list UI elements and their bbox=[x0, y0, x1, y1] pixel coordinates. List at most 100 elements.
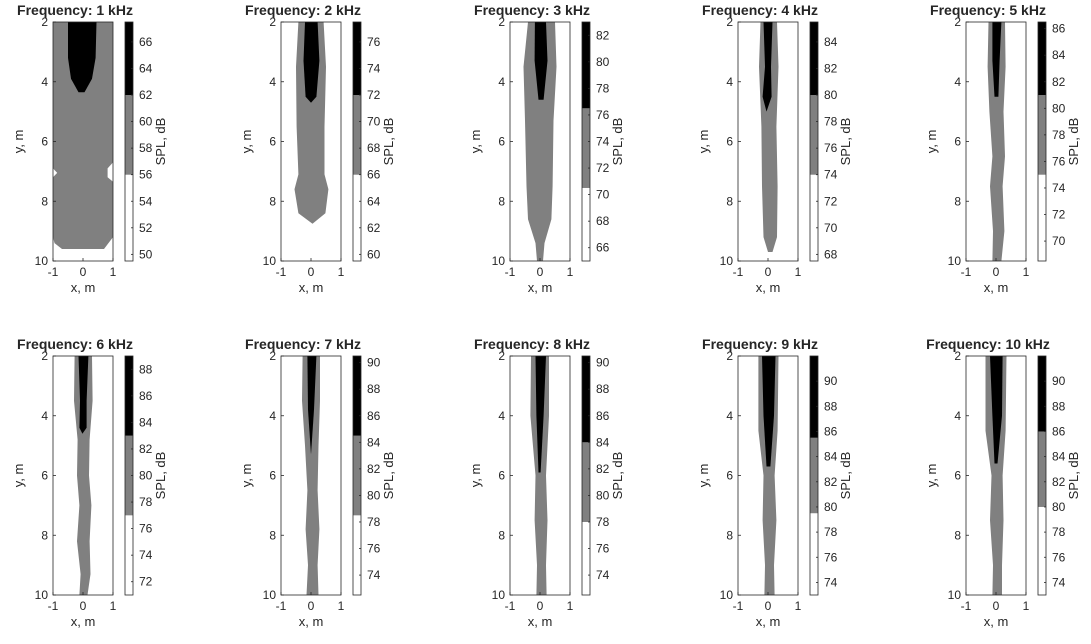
y-axis-label: y, m bbox=[11, 130, 26, 154]
colorbar-tick-label: 72 bbox=[367, 88, 381, 102]
colorbar-box bbox=[581, 355, 591, 596]
y-tick-label: 6 bbox=[954, 135, 961, 149]
colorbar-band-3 bbox=[582, 356, 590, 443]
spl-low-pocket-1 bbox=[107, 162, 113, 182]
colorbar-tick-label: 80 bbox=[596, 55, 610, 69]
spl-high-region bbox=[990, 356, 1003, 464]
colorbar-label: SPL, dB bbox=[610, 118, 625, 166]
colorbar-band-2 bbox=[1038, 95, 1046, 175]
spl-mid-region bbox=[530, 356, 549, 595]
x-tick-label: 1 bbox=[567, 599, 574, 613]
colorbar-tick-label: 86 bbox=[367, 409, 381, 423]
y-tick-label: 2 bbox=[269, 15, 276, 29]
spl-high-region bbox=[303, 22, 320, 103]
x-tick-label: -1 bbox=[276, 265, 287, 279]
colorbar-tick-label: 82 bbox=[139, 442, 153, 456]
colorbar-tick-label: 70 bbox=[596, 188, 610, 202]
spl-high-region bbox=[307, 356, 317, 455]
y-tick-label: 4 bbox=[954, 409, 961, 423]
y-axis-label: y, m bbox=[239, 464, 254, 488]
colorbar-label: SPL, dB bbox=[381, 118, 396, 166]
panel-title: Frequency: 10 kHz bbox=[926, 336, 1050, 352]
colorbar-tick-label: 68 bbox=[824, 247, 838, 261]
colorbar-tick-label: 52 bbox=[139, 221, 153, 235]
colorbar-tick-label: 64 bbox=[139, 61, 153, 75]
colorbar-band-2 bbox=[582, 442, 590, 522]
y-tick-label: 6 bbox=[726, 469, 733, 483]
colorbar-band-1 bbox=[353, 174, 361, 261]
x-axis-label: x, m bbox=[71, 614, 96, 629]
spl-high-region bbox=[78, 356, 89, 434]
colorbar-label: SPL, dB bbox=[153, 118, 168, 166]
colorbar-band-2 bbox=[810, 95, 818, 175]
x-tick-label: 0 bbox=[537, 265, 544, 279]
colorbar: 70 72 74 76 78 80 82 84 86 SPL, dB bbox=[1037, 21, 1081, 262]
spl-high-region bbox=[762, 22, 773, 112]
y-axis-label: y, m bbox=[696, 464, 711, 488]
colorbar-tick-label: 60 bbox=[367, 247, 381, 261]
colorbar-tick-label: 84 bbox=[824, 35, 838, 49]
colorbar-tick-label: 70 bbox=[824, 221, 838, 235]
colorbar-tick-label: 82 bbox=[824, 475, 838, 489]
x-axis-label: x, m bbox=[299, 280, 324, 295]
colorbar-band-2 bbox=[582, 108, 590, 188]
y-tick-label: 8 bbox=[726, 528, 733, 542]
x-axis-label: x, m bbox=[528, 280, 553, 295]
colorbar-tick-label: 86 bbox=[1052, 22, 1066, 36]
colorbar-band-2 bbox=[125, 95, 133, 175]
colorbar-box bbox=[352, 21, 362, 262]
colorbar-band-1 bbox=[810, 513, 818, 595]
colorbar-band-3 bbox=[1038, 356, 1046, 432]
panel-title: Frequency: 7 kHz bbox=[245, 336, 361, 352]
x-axis-label: x, m bbox=[299, 614, 324, 629]
y-tick-label: 4 bbox=[726, 75, 733, 89]
colorbar-tick-label: 74 bbox=[824, 168, 838, 182]
colorbar-band-2 bbox=[353, 95, 361, 175]
y-tick-label: 4 bbox=[726, 409, 733, 423]
x-tick-label: 0 bbox=[308, 599, 315, 613]
y-tick-label: 8 bbox=[954, 528, 961, 542]
y-tick-label: 2 bbox=[269, 349, 276, 363]
colorbar-tick-label: 74 bbox=[596, 135, 610, 149]
x-tick-label: 1 bbox=[1023, 265, 1030, 279]
colorbar-tick-label: 90 bbox=[596, 356, 610, 370]
y-tick-label: 6 bbox=[954, 469, 961, 483]
colorbar-tick-label: 78 bbox=[1052, 128, 1066, 142]
panel-8: -1 0 1 2 4 6 8 10 x, m y, m Frequency: 8 kHz 74 76 78… bbox=[468, 336, 625, 629]
colorbar-tick-label: 66 bbox=[139, 35, 153, 49]
x-axis-label: x, m bbox=[984, 614, 1009, 629]
colorbar-tick-label: 88 bbox=[824, 399, 838, 413]
colorbar-tick-label: 78 bbox=[367, 515, 381, 529]
colorbar-tick-label: 76 bbox=[824, 550, 838, 564]
x-tick-label: 1 bbox=[567, 265, 574, 279]
x-tick-label: 1 bbox=[110, 265, 117, 279]
colorbar-tick-label: 78 bbox=[596, 81, 610, 95]
x-tick-label: 1 bbox=[795, 265, 802, 279]
colorbar-tick-label: 84 bbox=[1052, 450, 1066, 464]
colorbar-tick-label: 76 bbox=[1052, 154, 1066, 168]
colorbar-label: SPL, dB bbox=[838, 118, 853, 166]
colorbar-box bbox=[1037, 21, 1047, 262]
colorbar-tick-label: 72 bbox=[139, 575, 153, 589]
y-axis-label: y, m bbox=[468, 464, 483, 488]
x-axis-label: x, m bbox=[71, 280, 96, 295]
colorbar-band-2 bbox=[1038, 431, 1046, 507]
colorbar-tick-label: 82 bbox=[1052, 75, 1066, 89]
colorbar-tick-label: 76 bbox=[139, 522, 153, 536]
colorbar: 50 52 54 56 58 60 62 64 66 SPL, dB bbox=[124, 21, 168, 262]
colorbar-tick-label: 76 bbox=[596, 542, 610, 556]
colorbar-tick-label: 80 bbox=[596, 488, 610, 502]
colorbar-band-1 bbox=[1038, 506, 1046, 595]
y-tick-label: 8 bbox=[269, 528, 276, 542]
colorbar-tick-label: 80 bbox=[824, 88, 838, 102]
colorbar-box bbox=[352, 355, 362, 596]
colorbar-tick-label: 68 bbox=[596, 214, 610, 228]
colorbar-tick-label: 90 bbox=[1052, 374, 1066, 388]
y-tick-label: 10 bbox=[492, 254, 506, 268]
y-tick-label: 10 bbox=[35, 588, 49, 602]
colorbar-tick-label: 60 bbox=[139, 115, 153, 129]
colorbar-box bbox=[809, 21, 819, 262]
x-tick-label: 0 bbox=[993, 265, 1000, 279]
colorbar-tick-label: 70 bbox=[367, 115, 381, 129]
spl-high-region bbox=[68, 22, 97, 93]
